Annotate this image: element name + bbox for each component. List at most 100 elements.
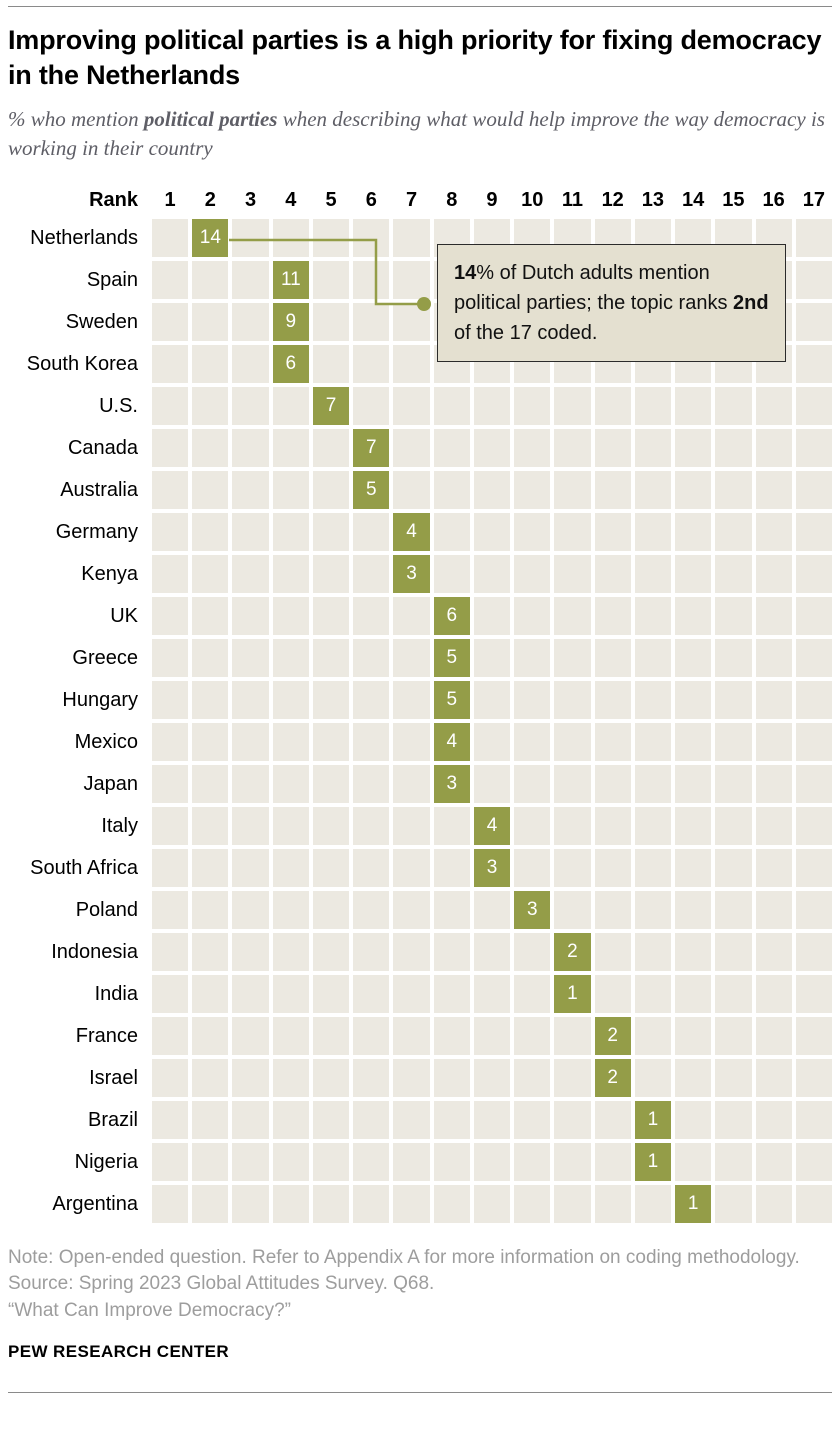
rank-cell <box>272 891 309 930</box>
rank-cell <box>514 387 551 426</box>
country-row: India 1 <box>8 975 832 1014</box>
rank-cell <box>554 1059 591 1098</box>
rank-cell <box>272 513 309 552</box>
rank-cell <box>272 219 309 258</box>
subtitle-emphasis: political parties <box>143 107 278 132</box>
rank-cell <box>152 1185 189 1224</box>
rank-cell <box>554 387 591 426</box>
rank-cell <box>192 1185 229 1224</box>
rank-cell <box>433 555 470 594</box>
rank-cell <box>192 429 229 468</box>
rank-cell <box>393 807 430 846</box>
rank-cell <box>353 765 390 804</box>
rank-cell <box>353 555 390 594</box>
rank-cell <box>634 429 672 468</box>
rank-cell <box>675 933 712 972</box>
rank-cell <box>594 1143 631 1182</box>
rank-cell <box>715 933 752 972</box>
rank-cell <box>152 723 189 762</box>
rank-cell <box>755 807 792 846</box>
country-label: Brazil <box>87 1108 138 1131</box>
rank-cell <box>353 1185 390 1224</box>
rank-cell <box>795 219 832 258</box>
rank-cell <box>232 891 269 930</box>
rank-cell <box>393 1017 430 1056</box>
rank-cell <box>393 891 430 930</box>
rank-cell <box>393 1101 430 1140</box>
rank-column-header: 11 <box>561 189 584 212</box>
rank-cell <box>795 765 832 804</box>
rank-cell <box>353 933 390 972</box>
rank-cell <box>473 975 511 1014</box>
rank-cell <box>272 1059 309 1098</box>
rank-cell <box>594 1185 631 1224</box>
rank-cell <box>433 387 470 426</box>
rank-cell <box>594 555 631 594</box>
rank-cell <box>514 1017 551 1056</box>
rank-cell <box>433 1059 470 1098</box>
rank-cell <box>675 849 712 888</box>
survey-title-line: “What Can Improve Democracy?” <box>8 1299 291 1321</box>
rank-cell <box>554 1143 591 1182</box>
rank-header-label: Rank <box>89 188 138 211</box>
callout-text-2: of the 17 coded. <box>454 322 598 345</box>
rank-cell <box>272 387 309 426</box>
rank-cell <box>634 555 672 594</box>
rank-cell <box>272 429 309 468</box>
rank-cell-active: 6 <box>272 345 309 384</box>
rank-cell <box>554 1101 591 1140</box>
rank-cell <box>795 513 832 552</box>
rank-column-header: 2 <box>204 189 216 212</box>
rank-cell <box>232 681 269 720</box>
rank-cell <box>514 555 551 594</box>
chart-subtitle: % who mention political parties when des… <box>8 105 832 163</box>
rank-cell <box>152 555 189 594</box>
rank-cell <box>755 1143 792 1182</box>
country-row: Brazil 1 <box>8 1101 832 1140</box>
rank-column-header: 9 <box>486 189 498 212</box>
subtitle-suffix: when describing what would help improve … <box>8 107 825 161</box>
rank-cell <box>514 597 551 636</box>
rank-cell <box>715 765 752 804</box>
rank-cell-active: 3 <box>473 849 511 888</box>
rank-cell <box>152 597 189 636</box>
rank-cell <box>755 681 792 720</box>
rank-cell <box>755 429 792 468</box>
rank-cell <box>353 1059 390 1098</box>
rank-cell <box>473 1059 511 1098</box>
rank-cell <box>795 1059 832 1098</box>
rank-cell <box>554 1017 591 1056</box>
country-row: Mexico 4 <box>8 723 832 762</box>
rank-cell <box>312 1185 350 1224</box>
rank-cell <box>473 513 511 552</box>
country-label: Poland <box>75 898 138 921</box>
rank-cell <box>554 471 591 510</box>
rank-cell <box>795 261 832 300</box>
rank-cell <box>152 261 189 300</box>
country-row: Argentina 1 <box>8 1185 832 1224</box>
rank-cell <box>272 471 309 510</box>
rank-cell <box>192 513 229 552</box>
rank-column-header: 10 <box>521 189 544 212</box>
rank-cell <box>554 723 591 762</box>
rank-cell <box>192 303 229 342</box>
rank-cell <box>514 975 551 1014</box>
rank-cell <box>393 1143 430 1182</box>
rank-cell <box>393 219 430 258</box>
rank-cell <box>152 933 189 972</box>
rank-cell <box>795 975 832 1014</box>
rank-cell <box>594 723 631 762</box>
rank-cell <box>715 807 752 846</box>
rank-cell <box>152 1101 189 1140</box>
rank-cell <box>353 1143 390 1182</box>
rank-cell <box>675 429 712 468</box>
rank-cell <box>755 597 792 636</box>
rank-cell <box>232 723 269 762</box>
rank-cell <box>514 639 551 678</box>
rank-cell <box>192 1143 229 1182</box>
rank-cell <box>192 345 229 384</box>
rank-cell <box>473 681 511 720</box>
rank-cell <box>634 513 672 552</box>
country-label: Nigeria <box>74 1150 138 1173</box>
callout-text-1: % of Dutch adults mention political part… <box>454 262 734 315</box>
